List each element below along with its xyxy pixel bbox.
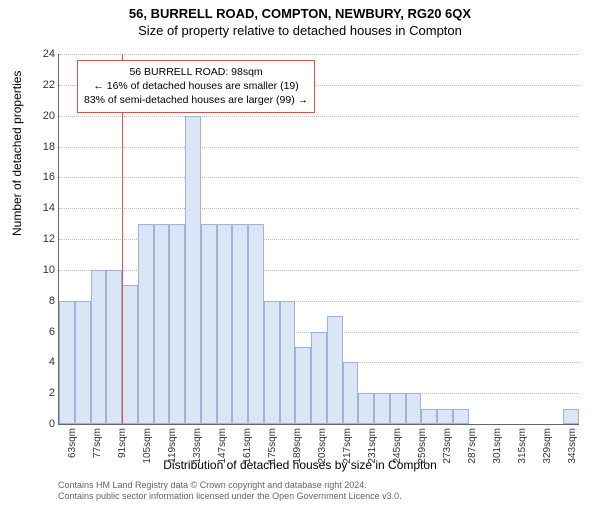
gridline xyxy=(59,208,579,209)
gridline xyxy=(59,116,579,117)
histogram-bar xyxy=(264,301,280,424)
y-tick-label: 8 xyxy=(31,295,55,307)
histogram-bar xyxy=(75,301,91,424)
y-axis-label: Number of detached properties xyxy=(10,71,24,236)
histogram-bar xyxy=(295,347,311,424)
histogram-bar xyxy=(248,224,264,424)
y-tick-label: 24 xyxy=(31,48,55,60)
y-tick-label: 20 xyxy=(31,110,55,122)
y-tick-label: 0 xyxy=(31,418,55,430)
histogram-bar xyxy=(201,224,217,424)
histogram-bar xyxy=(106,270,122,424)
histogram-bar xyxy=(280,301,296,424)
y-tick-label: 12 xyxy=(31,233,55,245)
histogram-bar xyxy=(406,393,422,424)
chart-title-subtitle: Size of property relative to detached ho… xyxy=(0,23,600,38)
y-tick-label: 14 xyxy=(31,202,55,214)
histogram-bar xyxy=(453,409,469,424)
histogram-bar xyxy=(390,393,406,424)
y-tick-label: 2 xyxy=(31,387,55,399)
annotation-line: 56 BURRELL ROAD: 98sqm xyxy=(84,65,308,79)
histogram-bar xyxy=(374,393,390,424)
histogram-bar xyxy=(185,116,201,424)
annotation-line: ← 16% of detached houses are smaller (19… xyxy=(84,79,308,93)
histogram-bar xyxy=(154,224,170,424)
histogram-bar xyxy=(169,224,185,424)
x-axis-label: Distribution of detached houses by size … xyxy=(0,458,600,472)
footer-line-2: Contains public sector information licen… xyxy=(58,491,402,502)
annotation-box: 56 BURRELL ROAD: 98sqm← 16% of detached … xyxy=(77,60,315,113)
y-tick-label: 4 xyxy=(31,356,55,368)
histogram-bar xyxy=(343,362,359,424)
histogram-bar xyxy=(59,301,75,424)
y-tick-label: 22 xyxy=(31,79,55,91)
attribution-footer: Contains HM Land Registry data © Crown c… xyxy=(58,480,402,502)
histogram-bar xyxy=(437,409,453,424)
y-tick-label: 16 xyxy=(31,171,55,183)
histogram-bar xyxy=(138,224,154,424)
footer-line-1: Contains HM Land Registry data © Crown c… xyxy=(58,480,402,491)
y-tick-label: 6 xyxy=(31,326,55,338)
gridline xyxy=(59,177,579,178)
histogram-bar xyxy=(122,285,138,424)
y-tick-label: 18 xyxy=(31,141,55,153)
gridline xyxy=(59,54,579,55)
histogram-bar xyxy=(217,224,233,424)
histogram-bar xyxy=(232,224,248,424)
histogram-bar xyxy=(91,270,107,424)
y-tick-label: 10 xyxy=(31,264,55,276)
gridline xyxy=(59,147,579,148)
histogram-bar xyxy=(563,409,579,424)
annotation-line: 83% of semi-detached houses are larger (… xyxy=(84,93,308,107)
histogram-bar xyxy=(358,393,374,424)
histogram-plot: 02468101214161820222463sqm77sqm91sqm105s… xyxy=(58,54,579,425)
histogram-bar xyxy=(327,316,343,424)
histogram-bar xyxy=(311,332,327,425)
histogram-bar xyxy=(421,409,437,424)
chart-title-address: 56, BURRELL ROAD, COMPTON, NEWBURY, RG20… xyxy=(0,6,600,21)
